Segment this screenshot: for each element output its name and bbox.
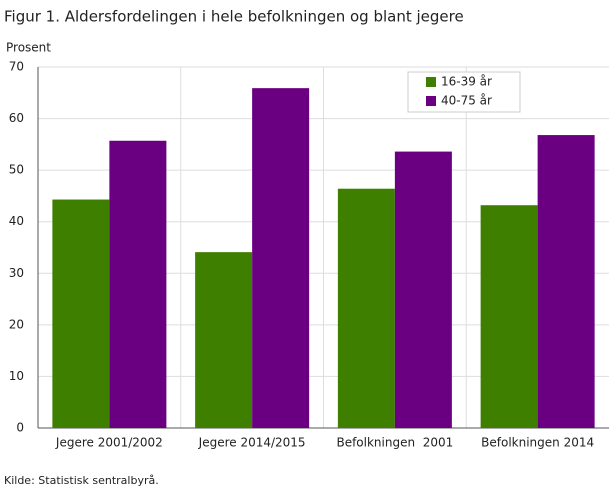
bar <box>109 140 167 429</box>
bar <box>394 151 452 428</box>
y-tick-label: 40 <box>9 214 24 228</box>
bar <box>195 252 253 428</box>
bar <box>537 135 595 428</box>
y-tick-label: 0 <box>16 421 24 435</box>
x-tick-label: Befolkningen 2014 <box>481 436 594 450</box>
legend-swatch <box>426 96 436 106</box>
bar <box>252 88 310 428</box>
bar <box>480 205 538 428</box>
legend-label: 40-75 år <box>441 94 492 108</box>
y-tick-label: 10 <box>9 369 24 383</box>
x-tick-label: Befolkningen 2001 <box>336 436 453 450</box>
y-tick-label: 30 <box>9 266 24 280</box>
y-tick-label: 50 <box>9 163 24 177</box>
y-axis-label: Prosent <box>6 41 51 55</box>
chart-title: Figur 1. Aldersfordelingen i hele befolk… <box>4 8 464 26</box>
legend-swatch <box>426 77 436 87</box>
y-tick-label: 60 <box>9 111 24 125</box>
bar <box>52 199 110 428</box>
source-note: Kilde: Statistisk sentralbyrå. <box>4 474 159 487</box>
bar <box>337 188 395 428</box>
legend-label: 16-39 år <box>441 75 492 89</box>
y-tick-label: 70 <box>9 60 24 74</box>
x-tick-label: Jegere 2014/2015 <box>198 436 306 450</box>
x-tick-label: Jegere 2001/2002 <box>55 436 163 450</box>
y-tick-label: 20 <box>9 317 24 331</box>
